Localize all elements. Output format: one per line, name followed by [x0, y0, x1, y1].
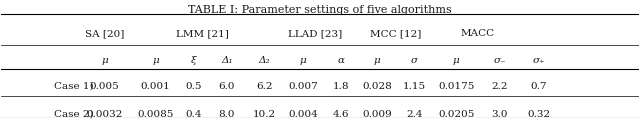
Text: σ: σ	[411, 56, 418, 65]
Text: 0.004: 0.004	[288, 110, 317, 119]
Text: 0.0032: 0.0032	[86, 110, 123, 119]
Text: 4.6: 4.6	[333, 110, 349, 119]
Text: 10.2: 10.2	[253, 110, 276, 119]
Text: μ: μ	[101, 56, 108, 65]
Text: μ: μ	[152, 56, 159, 65]
Text: Case 1): Case 1)	[54, 82, 93, 91]
Text: SA [20]: SA [20]	[85, 29, 124, 38]
Text: 0.007: 0.007	[288, 82, 317, 91]
Text: TABLE I: Parameter settings of five algorithms: TABLE I: Parameter settings of five algo…	[188, 5, 452, 15]
Text: 0.4: 0.4	[186, 110, 202, 119]
Text: Case 2): Case 2)	[54, 110, 93, 119]
Text: α: α	[337, 56, 344, 65]
Text: 0.0085: 0.0085	[138, 110, 174, 119]
Text: 0.7: 0.7	[531, 82, 547, 91]
Text: 0.005: 0.005	[90, 82, 120, 91]
Text: σ₊: σ₊	[532, 56, 545, 65]
Text: MACC: MACC	[460, 29, 495, 38]
Text: 0.5: 0.5	[186, 82, 202, 91]
Text: μ: μ	[374, 56, 381, 65]
Text: LLAD [23]: LLAD [23]	[289, 29, 342, 38]
Text: LMM [21]: LMM [21]	[176, 29, 229, 38]
Text: 6.2: 6.2	[256, 82, 273, 91]
Text: 2.2: 2.2	[492, 82, 508, 91]
Text: 3.0: 3.0	[492, 110, 508, 119]
Text: MCC [12]: MCC [12]	[370, 29, 422, 38]
Text: 1.8: 1.8	[333, 82, 349, 91]
Text: 8.0: 8.0	[219, 110, 236, 119]
Text: μ: μ	[300, 56, 306, 65]
Text: 0.001: 0.001	[141, 82, 170, 91]
Text: 0.0205: 0.0205	[438, 110, 474, 119]
Text: Δ₂: Δ₂	[259, 56, 270, 65]
Text: 0.0175: 0.0175	[438, 82, 474, 91]
Text: ξ: ξ	[191, 56, 196, 65]
Text: 1.15: 1.15	[403, 82, 426, 91]
Text: σ₋: σ₋	[493, 56, 506, 65]
Text: 0.32: 0.32	[527, 110, 550, 119]
Text: 0.009: 0.009	[362, 110, 392, 119]
Text: μ: μ	[453, 56, 460, 65]
Text: 6.0: 6.0	[219, 82, 236, 91]
Text: 0.028: 0.028	[362, 82, 392, 91]
Text: 2.4: 2.4	[406, 110, 422, 119]
Text: Δ₁: Δ₁	[221, 56, 233, 65]
